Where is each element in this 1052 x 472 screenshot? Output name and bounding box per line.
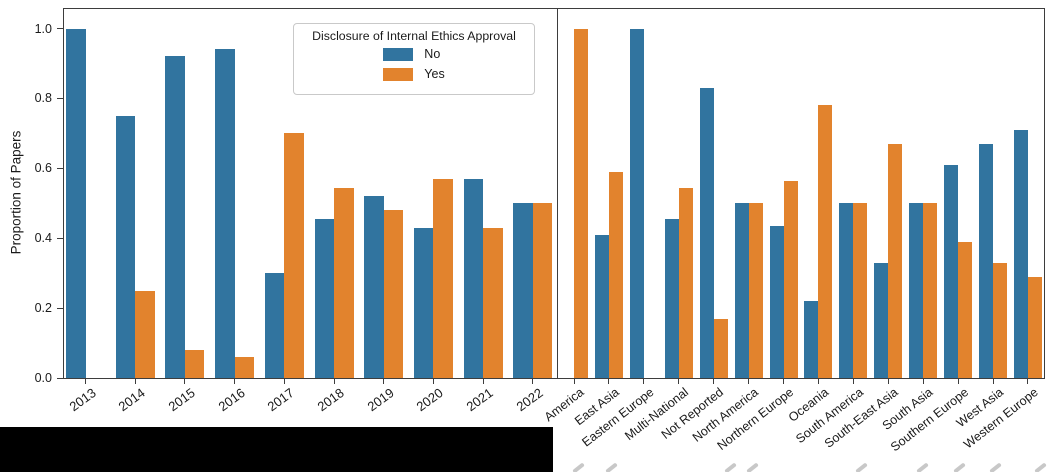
y-tick-label: 0.8 (34, 91, 52, 106)
cut-off-text-artifact (724, 462, 737, 472)
x-tick-label: 2022 (513, 385, 546, 415)
legend-no-label: No (424, 47, 441, 61)
x-tick-label: 2015 (165, 385, 198, 415)
x-tick-label: Not Reported (659, 385, 727, 442)
x-tick-label: Northern Europe (714, 385, 797, 453)
y-axis-label: Proportion of Papers (8, 130, 24, 255)
x-tick-label: Southern Europe (887, 385, 971, 455)
cut-off-text-artifact (989, 462, 1002, 472)
x-tick-label: 2018 (314, 385, 347, 415)
x-tick-label: Eastern Europe (579, 385, 657, 450)
x-tick-label: South Asia (880, 385, 936, 433)
legend-entry-yes: Yes (383, 67, 445, 81)
x-tick-label: Western Europe (960, 385, 1041, 452)
cut-off-text-artifact (855, 462, 868, 472)
x-tick-label: America (541, 385, 587, 425)
cut-off-text-artifact (953, 462, 966, 472)
cut-off-text-artifact (605, 462, 618, 472)
x-tick-label: Multi-National (622, 385, 692, 444)
cut-off-text-artifact (916, 462, 929, 472)
redaction-box (0, 427, 553, 472)
y-tick-label: 0.2 (34, 301, 52, 316)
cut-off-text-artifact (746, 462, 759, 472)
year-panel-axes (63, 8, 557, 379)
legend: Disclosure of Internal Ethics Approval N… (293, 23, 535, 95)
legend-yes-label: Yes (424, 67, 445, 81)
legend-no-swatch (383, 48, 414, 61)
x-tick-label: South-East Asia (822, 385, 901, 451)
region-panel-axes (557, 8, 1045, 379)
x-tick-label: 2016 (215, 385, 248, 415)
x-tick-label: East Asia (571, 385, 622, 429)
legend-entry-no: No (383, 48, 444, 61)
x-tick-label: West Asia (953, 385, 1006, 431)
cut-off-text-artifact (572, 462, 585, 472)
x-tick-label: North America (690, 385, 762, 445)
x-tick-label: 2020 (414, 385, 447, 415)
y-tick-label: 0.0 (34, 371, 52, 385)
legend-yes-swatch (383, 68, 414, 81)
legend-rows: No Yes (383, 48, 445, 81)
x-tick-label: South America (793, 385, 866, 447)
x-tick-label: 2014 (115, 385, 149, 415)
y-tick-label: 1.0 (34, 21, 52, 36)
x-tick-label: Oceania (785, 385, 832, 425)
x-tick-label: 2019 (364, 385, 397, 415)
x-tick-label: 2017 (264, 385, 298, 415)
x-tick-label: 2013 (66, 385, 99, 415)
x-tick-label: 2021 (463, 385, 496, 415)
legend-title: Disclosure of Internal Ethics Approval (312, 29, 516, 43)
cut-off-text-artifact (1034, 462, 1047, 472)
